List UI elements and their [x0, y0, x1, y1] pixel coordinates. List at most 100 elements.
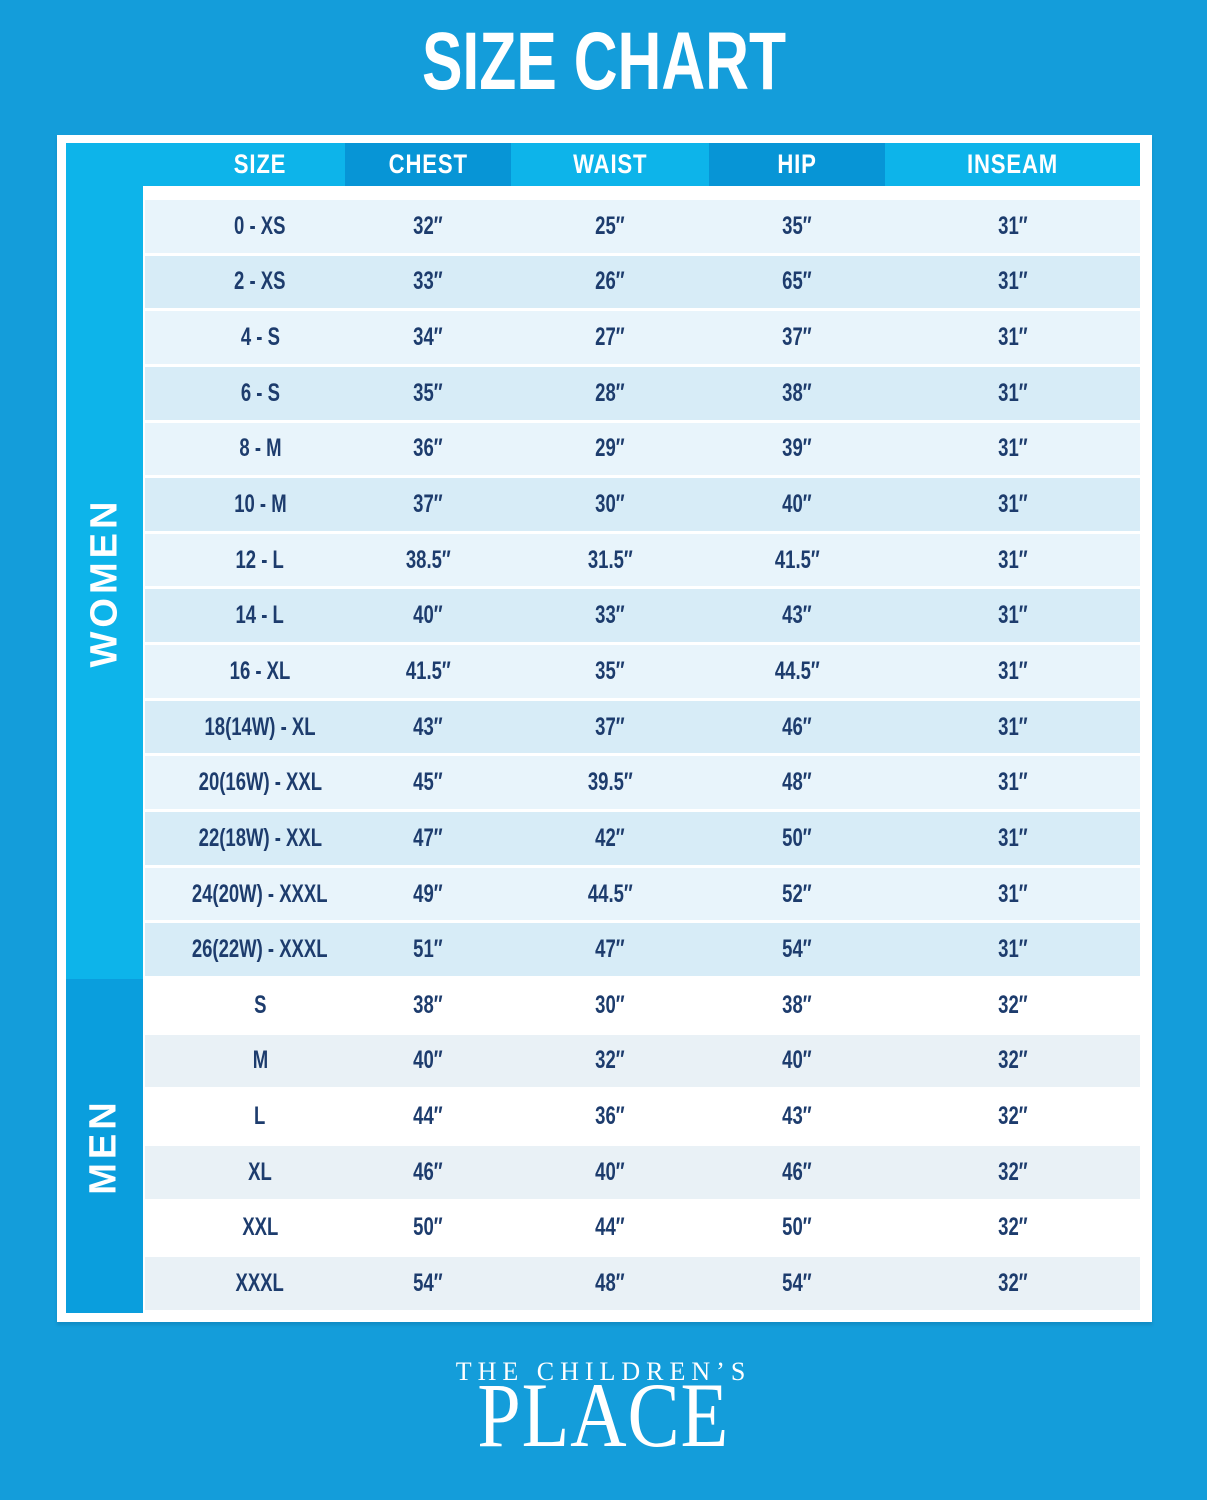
chest-cell: 51″: [345, 923, 511, 976]
waist-cell: 47″: [511, 923, 709, 976]
size-cell: 8 - M: [145, 423, 345, 476]
section-label-men: MEN: [66, 979, 143, 1313]
inseam-cell: 31″: [885, 756, 1140, 809]
table-row: 22(18W) - XXL 47″ 42″ 50″ 31″: [145, 812, 1140, 868]
table-row: 2 - XS 33″ 26″ 65″ 31″: [145, 255, 1140, 312]
inseam-cell: 31″: [885, 701, 1140, 754]
table-row: 4 - S 34″ 27″ 37″ 31″: [145, 311, 1140, 367]
table-row: 16 - XL 41.5″ 35″ 44.5″ 31″: [145, 645, 1140, 701]
size-cell: XL: [145, 1146, 345, 1199]
chest-value: 41.5″: [405, 656, 451, 685]
inseam-value: 31″: [997, 490, 1028, 519]
inseam-cell: 32″: [885, 1090, 1140, 1143]
table-row: M 40″ 32″ 40″ 32″: [145, 1034, 1140, 1091]
size-value: L: [254, 1102, 266, 1131]
brand-line-top: THE CHILDREN’S: [455, 1357, 752, 1386]
hip-value: 65″: [782, 267, 812, 296]
size-value: 20(16W) - XXL: [198, 768, 322, 797]
chest-value: 45″: [413, 768, 443, 797]
table-row: XXL 50″ 44″ 50″ 32″: [145, 1201, 1140, 1258]
table-row: 24(20W) - XXXL 49″ 44.5″ 52″ 31″: [145, 867, 1140, 924]
size-value: XXL: [242, 1213, 278, 1242]
chest-cell: 41.5″: [345, 645, 511, 698]
chest-value: 37″: [413, 490, 443, 519]
chest-value: 47″: [413, 823, 443, 852]
women-label-text: WOMEN: [83, 497, 125, 668]
waist-value: 31.5″: [587, 545, 633, 574]
hip-value: 44.5″: [774, 656, 820, 685]
hip-value: 39″: [782, 434, 812, 463]
waist-cell: 25″: [511, 200, 709, 253]
inseam-value: 32″: [997, 1157, 1028, 1186]
waist-value: 33″: [595, 601, 625, 630]
hip-value: 50″: [782, 1213, 812, 1242]
chest-cell: 47″: [345, 812, 511, 865]
chest-cell: 44″: [345, 1090, 511, 1143]
waist-value: 44″: [595, 1213, 625, 1242]
chest-cell: 35″: [345, 367, 511, 420]
inseam-value: 31″: [997, 378, 1028, 407]
inseam-cell: 31″: [885, 367, 1140, 420]
waist-value: 29″: [595, 434, 625, 463]
chest-value: 33″: [413, 267, 443, 296]
size-value: 24(20W) - XXXL: [192, 879, 328, 908]
chest-cell: 49″: [345, 868, 511, 921]
inseam-cell: 31″: [885, 812, 1140, 865]
inseam-value: 31″: [997, 712, 1028, 741]
inseam-cell: 31″: [885, 534, 1140, 587]
column-header-size: SIZE: [66, 143, 345, 186]
size-cell: L: [145, 1090, 345, 1143]
chest-cell: 40″: [345, 589, 511, 642]
waist-value: 30″: [595, 490, 625, 519]
size-cell: S: [145, 979, 345, 1032]
chest-value: 32″: [413, 211, 443, 240]
chest-cell: 33″: [345, 256, 511, 309]
chest-value: 50″: [413, 1213, 443, 1242]
hip-cell: 40″: [709, 1035, 885, 1088]
chest-cell: 43″: [345, 701, 511, 754]
chest-cell: 32″: [345, 200, 511, 253]
size-cell: 22(18W) - XXL: [145, 812, 345, 865]
hip-value: 38″: [782, 378, 812, 407]
brand-logo: PLACE: [0, 1369, 1207, 1461]
inseam-cell: 31″: [885, 478, 1140, 531]
hip-cell: 40″: [709, 478, 885, 531]
hip-value: 48″: [782, 768, 812, 797]
chest-value: 46″: [413, 1157, 443, 1186]
waist-value: 48″: [595, 1268, 625, 1297]
size-cell: 6 - S: [145, 367, 345, 420]
waist-cell: 29″: [511, 423, 709, 476]
chest-cell: 38″: [345, 979, 511, 1032]
chest-value: 40″: [413, 601, 443, 630]
waist-cell: 36″: [511, 1090, 709, 1143]
waist-value: 42″: [595, 823, 625, 852]
hip-value: 43″: [782, 601, 812, 630]
column-header-hip: HIP: [709, 143, 885, 186]
column-header-waist: WAIST: [511, 143, 709, 186]
inseam-value: 32″: [997, 1213, 1028, 1242]
inseam-cell: 32″: [885, 1035, 1140, 1088]
column-header-chest: CHEST: [345, 143, 511, 186]
inseam-value: 32″: [997, 1046, 1028, 1075]
waist-value: 25″: [595, 211, 625, 240]
hip-value: 35″: [782, 211, 812, 240]
hip-cell: 44.5″: [709, 645, 885, 698]
inseam-cell: 32″: [885, 1146, 1140, 1199]
hip-cell: 54″: [709, 923, 885, 976]
hip-value: 38″: [782, 990, 812, 1019]
waist-value: 27″: [595, 323, 625, 352]
size-value: 8 - M: [238, 434, 282, 463]
hip-value: 46″: [782, 1157, 812, 1186]
table-row: 14 - L 40″ 33″ 43″ 31″: [145, 589, 1140, 646]
chest-cell: 37″: [345, 478, 511, 531]
hip-cell: 46″: [709, 1146, 885, 1199]
chest-value: 40″: [413, 1046, 443, 1075]
waist-cell: 39.5″: [511, 756, 709, 809]
inseam-value: 31″: [997, 267, 1028, 296]
size-value: S: [253, 990, 267, 1019]
waist-cell: 26″: [511, 256, 709, 309]
size-cell: 14 - L: [145, 589, 345, 642]
inseam-value: 31″: [997, 656, 1028, 685]
hip-value: 52″: [782, 879, 812, 908]
